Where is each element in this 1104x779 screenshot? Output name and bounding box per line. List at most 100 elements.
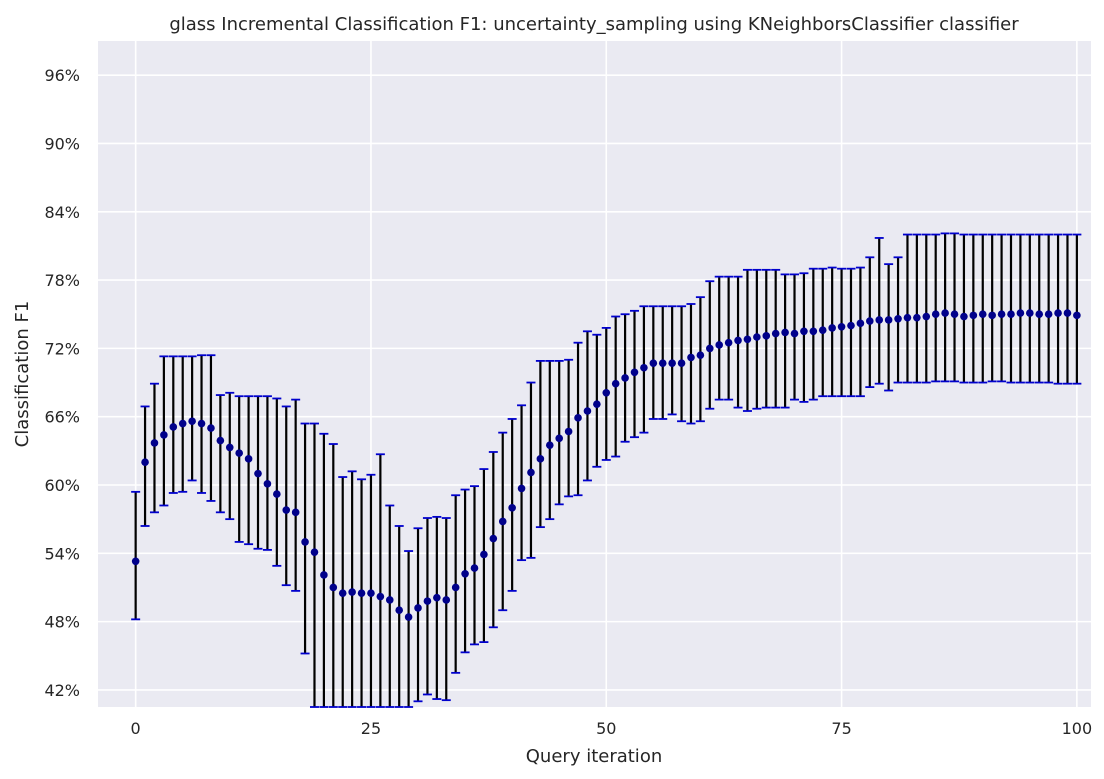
data-point (649, 359, 658, 367)
data-point (658, 359, 667, 367)
data-point (178, 419, 187, 428)
data-point (997, 310, 1006, 319)
data-point (884, 316, 893, 324)
y-tick-label: 84% (44, 203, 80, 222)
data-point (480, 550, 488, 559)
y-tick-label: 90% (44, 134, 80, 153)
data-point (517, 484, 526, 493)
data-point (150, 439, 159, 447)
data-point (781, 328, 789, 337)
data-point (235, 449, 243, 457)
data-point (451, 583, 460, 592)
data-point (762, 332, 771, 340)
data-point (197, 419, 206, 428)
data-point (941, 309, 949, 317)
data-point (1026, 309, 1034, 317)
data-point (583, 407, 592, 415)
data-point (847, 321, 855, 330)
data-point (724, 338, 733, 347)
data-point (960, 312, 968, 321)
data-point (894, 314, 902, 323)
data-point (621, 374, 629, 382)
y-tick-label: 66% (44, 408, 80, 427)
data-point (818, 326, 827, 334)
data-point (1035, 310, 1044, 319)
data-point (301, 538, 309, 546)
data-point (856, 319, 865, 328)
data-point (706, 344, 714, 353)
data-point (611, 379, 620, 388)
data-point (508, 503, 516, 512)
data-point (320, 571, 328, 579)
data-point (423, 597, 432, 605)
data-point (1007, 310, 1015, 319)
data-point (969, 311, 978, 320)
data-point (216, 436, 225, 445)
data-point (385, 596, 394, 604)
data-point (1054, 309, 1062, 317)
y-tick-label: 48% (44, 613, 80, 632)
data-point (602, 388, 611, 397)
data-point (291, 508, 300, 517)
data-point (1044, 310, 1053, 319)
data-point (489, 534, 498, 543)
data-point (790, 329, 799, 338)
data-point (357, 589, 366, 597)
data-point (282, 506, 291, 514)
data-point (442, 596, 451, 604)
y-tick-label: 54% (44, 544, 80, 563)
data-point (809, 327, 818, 336)
data-point (866, 317, 874, 325)
data-point (837, 322, 846, 331)
x-tick-label: 0 (131, 719, 141, 738)
data-point (978, 310, 987, 319)
data-point (414, 604, 422, 612)
x-tick-label: 25 (361, 719, 381, 738)
data-point (527, 468, 535, 477)
data-point (404, 613, 413, 621)
data-point (131, 557, 140, 566)
data-point (743, 335, 752, 344)
data-point (225, 443, 234, 452)
data-point (1063, 309, 1072, 317)
data-point (734, 336, 742, 345)
y-tick-label: 72% (44, 339, 80, 358)
data-point (310, 548, 319, 556)
y-tick-label: 60% (44, 476, 80, 495)
data-point (913, 313, 921, 322)
data-point (338, 589, 347, 597)
data-point (141, 458, 149, 467)
y-tick-label: 42% (44, 681, 80, 700)
data-point (922, 312, 931, 321)
x-tick-label: 75 (831, 719, 851, 738)
data-point (470, 564, 479, 572)
chart-title: glass Incremental Classification F1: unc… (169, 14, 1019, 35)
data-point (988, 311, 996, 320)
data-point (160, 431, 168, 439)
data-point (640, 363, 648, 372)
data-point (367, 589, 375, 597)
data-point (348, 588, 356, 596)
data-point (169, 423, 178, 431)
y-tick-label: 78% (44, 271, 80, 290)
data-point (715, 341, 724, 349)
data-point (931, 310, 940, 319)
data-point (753, 333, 761, 341)
data-point (433, 593, 441, 602)
data-points (131, 309, 1081, 621)
data-point (1016, 309, 1025, 317)
data-point (207, 424, 215, 432)
data-point (696, 351, 705, 360)
data-point (254, 469, 262, 478)
data-point (875, 316, 884, 324)
data-point (903, 313, 912, 322)
data-point (536, 455, 545, 463)
data-point (800, 327, 808, 336)
data-point (630, 368, 639, 377)
data-point (950, 310, 959, 319)
data-point (668, 359, 676, 367)
data-point (329, 583, 338, 592)
data-point (593, 400, 601, 408)
data-point (498, 517, 507, 526)
